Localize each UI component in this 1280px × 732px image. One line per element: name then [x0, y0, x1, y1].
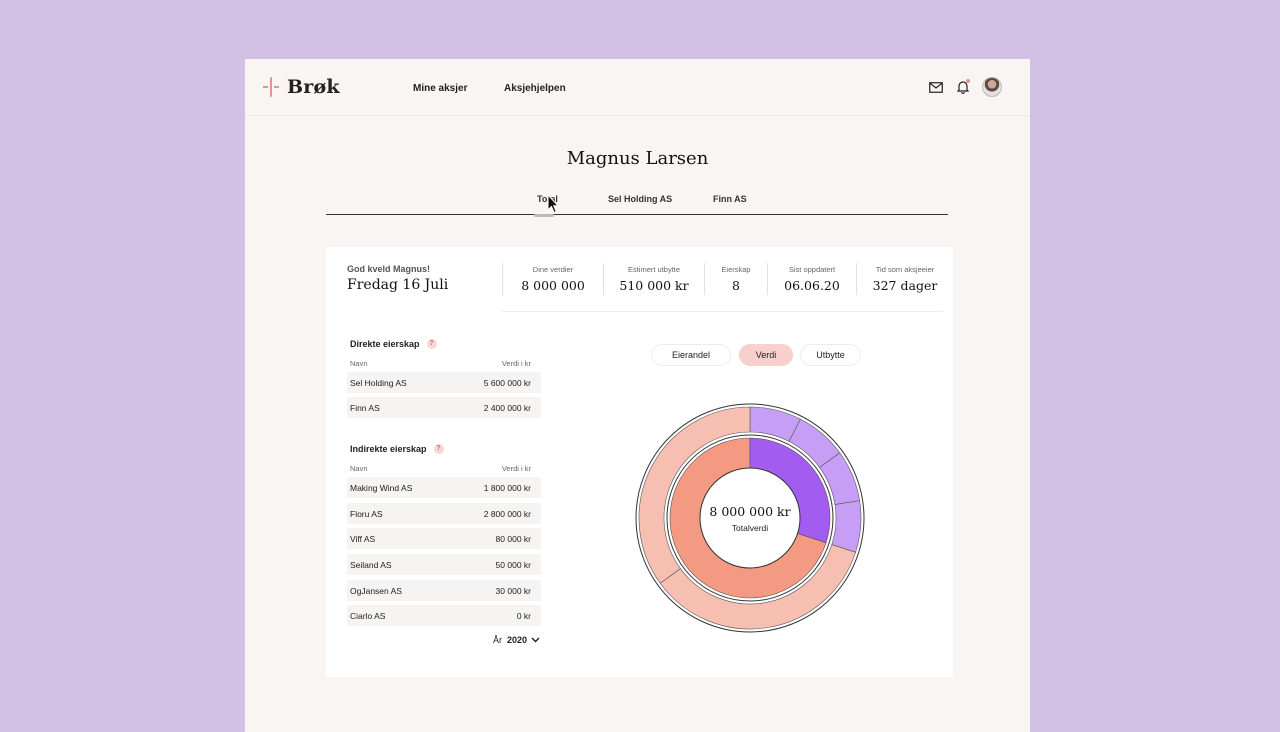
row-name: OgJansen AS [350, 586, 402, 596]
stat-value: 8 000 000 [521, 278, 585, 293]
year-selector[interactable]: År 2020 [493, 635, 540, 645]
year-value: 2020 [507, 635, 528, 645]
divider [502, 311, 943, 312]
table-row[interactable]: OgJansen AS 30 000 kr [347, 580, 541, 601]
mail-icon[interactable] [928, 79, 944, 95]
ownership-donut-chart: 8 000 000 kr Totalverdi [635, 403, 865, 633]
table-row[interactable]: Seiland AS 50 000 kr [347, 554, 541, 575]
tab-bar: Total Sel Holding AS Finn AS [326, 192, 948, 217]
row-name: Making Wind AS [350, 483, 413, 493]
row-value: 0 kr [516, 611, 531, 621]
stats-strip: Dine verdier 8 000 000 Estimert utbytte … [502, 263, 953, 295]
notification-dot [966, 79, 970, 83]
indirect-table-header: Navn Verdi i kr [350, 464, 531, 473]
col-value-header: Verdi i kr [501, 464, 531, 473]
app-window: Brøk Mine aksjer Aksjehjelpen Magnus Lar… [245, 59, 1030, 732]
row-value: 50 000 kr [495, 560, 531, 570]
header-actions [928, 77, 1002, 97]
tab-active-indicator [534, 214, 554, 217]
tab-total[interactable]: Total [537, 194, 558, 204]
row-value: 2 400 000 kr [483, 403, 531, 413]
nav-aksjehjelpen[interactable]: Aksjehjelpen [504, 83, 566, 94]
stat-tid-som-aksjeeier: Tid som aksjeeier 327 dager [856, 263, 953, 295]
col-value-header: Verdi i kr [501, 359, 531, 368]
row-name: Ciarlo AS [350, 611, 386, 621]
direct-ownership-title: Direkte eierskap ? [350, 339, 437, 349]
year-label: År [493, 635, 502, 645]
outer-border [635, 403, 865, 633]
stat-estimert-utbytte: Estimert utbytte 510 000 kr [603, 263, 704, 295]
stat-value: 327 dager [872, 278, 938, 293]
chevron-down-icon [531, 637, 540, 643]
greeting-date: Fredag 16 Juli [347, 277, 449, 293]
top-bar: Brøk Mine aksjer Aksjehjelpen [245, 59, 1030, 116]
help-icon[interactable]: ? [426, 339, 437, 349]
outer-slice-making-wind-as [638, 406, 751, 584]
tab-finn[interactable]: Finn AS [713, 194, 747, 204]
table-row[interactable]: Viff AS 80 000 kr [347, 528, 541, 549]
toggle-verdi[interactable]: Verdi [739, 344, 793, 366]
toggle-utbytte[interactable]: Utbytte [800, 344, 861, 366]
table-row[interactable]: Ciarlo AS 0 kr [347, 605, 541, 626]
toggle-eierandel[interactable]: Eierandel [651, 344, 731, 366]
inner-border [666, 434, 834, 602]
table-row[interactable]: Making Wind AS 1 800 000 kr [347, 477, 541, 498]
help-icon[interactable]: ? [433, 444, 444, 454]
section-title-text: Direkte eierskap [350, 339, 420, 349]
bell-icon[interactable] [955, 79, 971, 95]
row-value: 80 000 kr [495, 534, 531, 544]
row-name: Floru AS [350, 509, 383, 519]
row-name: Viff AS [350, 534, 376, 544]
brand-logo[interactable]: Brøk [263, 76, 340, 98]
outer-ring [638, 406, 862, 630]
col-name-header: Navn [350, 359, 368, 368]
outer-slice-viff-as [831, 500, 862, 553]
stat-label: Tid som aksjeeier [875, 265, 935, 274]
stat-sist-oppdatert: Sist oppdatert 06.06.20 [767, 263, 856, 295]
table-row[interactable]: Finn AS 2 400 000 kr [347, 397, 541, 418]
center-total-value: 8 000 000 kr [709, 504, 790, 519]
indirect-ownership-title: Indirekte eierskap ? [350, 444, 444, 454]
stat-label: Estimert utbytte [627, 265, 681, 274]
stat-value: 510 000 kr [619, 278, 689, 293]
row-value: 5 600 000 kr [483, 378, 531, 388]
row-value: 1 800 000 kr [483, 483, 531, 493]
row-name: Seiland AS [350, 560, 392, 570]
table-row[interactable]: Sel Holding AS 5 600 000 kr [347, 372, 541, 393]
section-title-text: Indirekte eierskap [350, 444, 427, 454]
stat-value: 8 [732, 278, 740, 293]
page-title: Magnus Larsen [566, 148, 709, 169]
row-value: 30 000 kr [495, 586, 531, 596]
logo-mark-icon [263, 77, 279, 97]
brand-name: Brøk [287, 76, 340, 98]
row-name: Sel Holding AS [350, 378, 407, 388]
avatar[interactable] [982, 77, 1002, 97]
tab-sel-holding[interactable]: Sel Holding AS [608, 194, 673, 204]
row-value: 2 800 000 kr [483, 509, 531, 519]
col-name-header: Navn [350, 464, 368, 473]
stat-label: Dine verdier [532, 265, 574, 274]
stat-dine-verdier: Dine verdier 8 000 000 [502, 263, 603, 295]
mouse-cursor-icon [547, 193, 560, 219]
stat-label: Sist oppdatert [788, 265, 836, 274]
stat-label: Eierskap [721, 265, 751, 274]
greeting-text: God kveld Magnus! [347, 264, 431, 274]
table-row[interactable]: Floru AS 2 800 000 kr [347, 503, 541, 524]
row-name: Finn AS [350, 403, 380, 413]
donut-hole [699, 467, 801, 569]
stat-value: 06.06.20 [784, 278, 840, 293]
overview-card: God kveld Magnus! Fredag 16 Juli Dine ve… [326, 247, 953, 677]
center-total-label: Totalverdi [732, 523, 768, 533]
direct-table-header: Navn Verdi i kr [350, 359, 531, 368]
stat-eierskap: Eierskap 8 [704, 263, 767, 295]
nav-mine-aksjer[interactable]: Mine aksjer [413, 83, 468, 94]
